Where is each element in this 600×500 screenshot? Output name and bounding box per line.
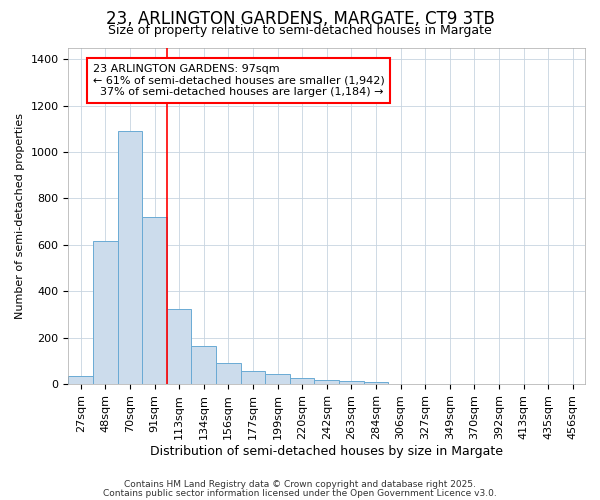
Bar — [142, 217, 167, 384]
Text: Contains HM Land Registry data © Crown copyright and database right 2025.: Contains HM Land Registry data © Crown c… — [124, 480, 476, 489]
Bar — [314, 380, 339, 384]
Text: Size of property relative to semi-detached houses in Margate: Size of property relative to semi-detach… — [108, 24, 492, 37]
Y-axis label: Number of semi-detached properties: Number of semi-detached properties — [15, 113, 25, 319]
X-axis label: Distribution of semi-detached houses by size in Margate: Distribution of semi-detached houses by … — [150, 444, 503, 458]
Text: 23, ARLINGTON GARDENS, MARGATE, CT9 3TB: 23, ARLINGTON GARDENS, MARGATE, CT9 3TB — [106, 10, 494, 28]
Text: Contains public sector information licensed under the Open Government Licence v3: Contains public sector information licen… — [103, 488, 497, 498]
Bar — [290, 378, 314, 384]
Bar — [68, 376, 93, 384]
Bar — [241, 372, 265, 384]
Bar — [339, 382, 364, 384]
Text: 23 ARLINGTON GARDENS: 97sqm
← 61% of semi-detached houses are smaller (1,942)
  : 23 ARLINGTON GARDENS: 97sqm ← 61% of sem… — [93, 64, 385, 97]
Bar — [93, 242, 118, 384]
Bar — [118, 131, 142, 384]
Bar — [167, 308, 191, 384]
Bar — [364, 382, 388, 384]
Bar — [265, 374, 290, 384]
Bar — [216, 362, 241, 384]
Bar — [191, 346, 216, 384]
